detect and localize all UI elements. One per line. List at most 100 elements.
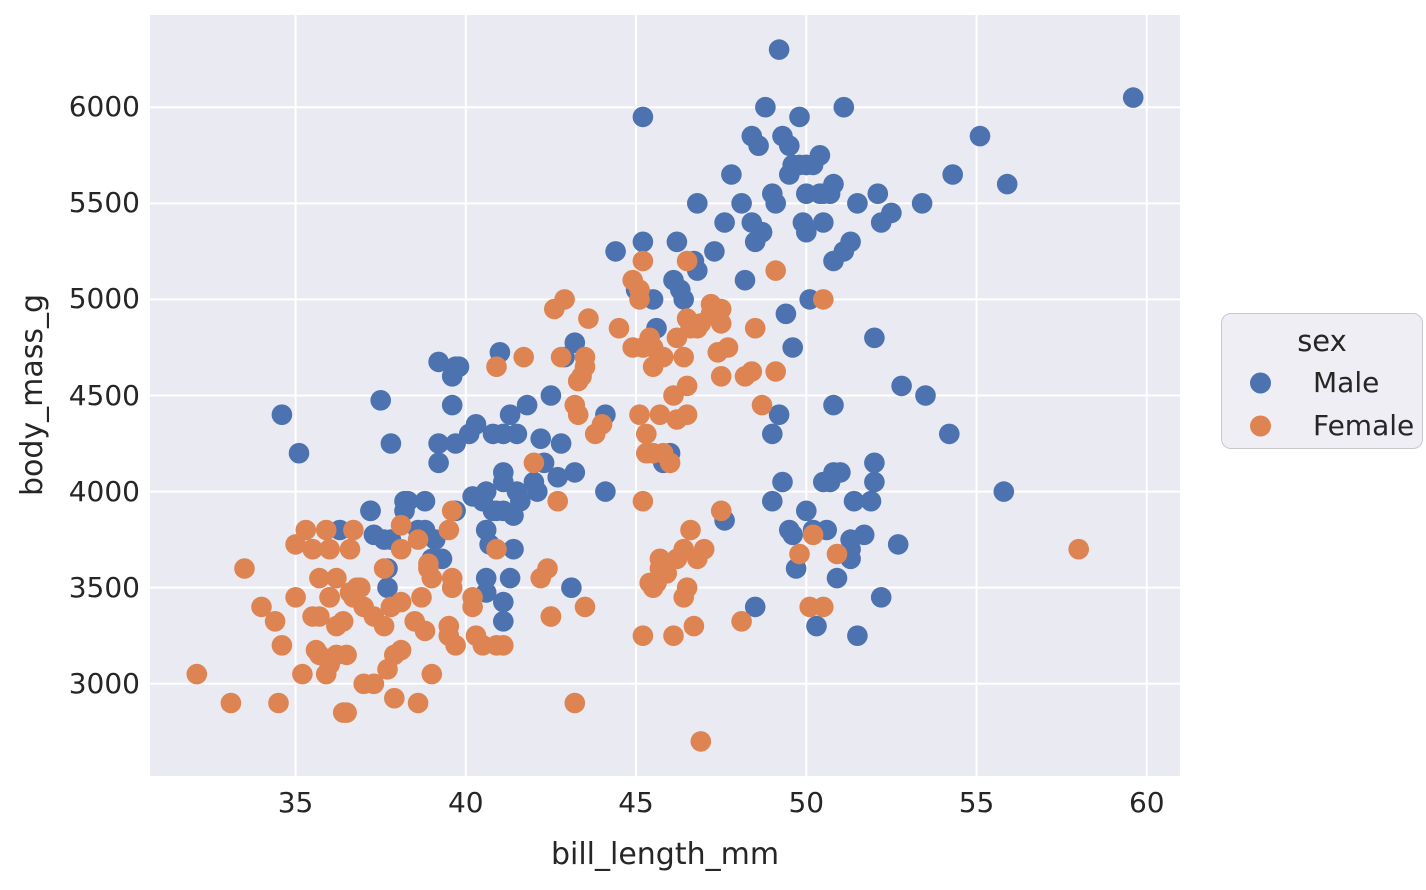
scatter-point-male bbox=[441, 394, 463, 416]
scatter-point-male bbox=[755, 96, 776, 118]
scatter-point-male bbox=[813, 212, 834, 233]
scatter-point-male bbox=[288, 442, 310, 464]
scatter-point-female bbox=[802, 524, 824, 546]
scatter-point-female bbox=[700, 303, 722, 325]
scatter-point-female bbox=[390, 591, 412, 613]
x-tick-label-60: 60 bbox=[1128, 786, 1165, 819]
scatter-point-female bbox=[326, 567, 347, 589]
scatter-point-male bbox=[714, 212, 735, 233]
scatter-point-male bbox=[493, 462, 514, 483]
scatter-point-female bbox=[744, 317, 766, 339]
legend-label-male: Male bbox=[1313, 365, 1380, 399]
scatter-point-male bbox=[942, 164, 963, 185]
scatter-point-female bbox=[377, 659, 398, 680]
scatter-point-female bbox=[523, 452, 545, 474]
scatter-point-female bbox=[649, 548, 671, 570]
scatter-point-female bbox=[445, 635, 466, 656]
scatter-point-male bbox=[864, 452, 885, 474]
scatter-point-female bbox=[608, 317, 630, 339]
y-axis-label: body_mass_g bbox=[15, 293, 50, 497]
scatter-point-male bbox=[503, 538, 524, 560]
x-tick-label-40: 40 bbox=[447, 786, 484, 819]
scatter-point-female bbox=[710, 366, 732, 387]
scatter-point-male bbox=[663, 269, 684, 291]
scatter-point-female bbox=[680, 519, 701, 541]
scatter-point-male bbox=[748, 135, 769, 156]
scatter-point-female bbox=[326, 644, 347, 666]
scatter-point-female bbox=[537, 558, 558, 579]
scatter-point-male bbox=[547, 466, 568, 488]
scatter-point-female bbox=[315, 519, 337, 541]
y-tick-label-5000: 5000 bbox=[68, 282, 140, 316]
scatter-point-male bbox=[789, 106, 810, 128]
scatter-point-female bbox=[332, 702, 354, 723]
plot-area bbox=[150, 15, 1180, 776]
scatter-point-female bbox=[578, 308, 599, 329]
scatter-point-male bbox=[530, 428, 551, 450]
scatter-point-female bbox=[315, 663, 337, 685]
x-tick-label-45: 45 bbox=[618, 786, 654, 819]
scatter-point-female bbox=[407, 529, 429, 550]
scatter-point-female bbox=[799, 596, 820, 618]
scatter-point-female bbox=[540, 606, 562, 627]
scatter-point-female bbox=[731, 611, 752, 632]
scatter-point-male bbox=[891, 375, 912, 397]
scatter-point-male bbox=[414, 490, 436, 512]
scatter-point-female bbox=[486, 538, 507, 560]
y-tick-label-5500: 5500 bbox=[68, 186, 140, 220]
scatter-point-male bbox=[704, 241, 725, 262]
scatter-point-male bbox=[465, 414, 487, 435]
scatter-point-female bbox=[622, 337, 643, 358]
legend-label-female: Female bbox=[1313, 408, 1415, 442]
scatter-point-male bbox=[843, 490, 865, 512]
scatter-point-female bbox=[305, 639, 327, 661]
y-tick-label-4500: 4500 bbox=[68, 378, 140, 412]
scatter-point-female bbox=[441, 567, 463, 589]
scatter-point-female bbox=[666, 548, 688, 570]
scatter-point-female bbox=[411, 587, 432, 608]
scatter-point-female bbox=[373, 558, 395, 579]
scatter-point-male bbox=[864, 471, 885, 493]
scatter-point-male bbox=[911, 193, 933, 214]
scatter-point-male bbox=[428, 433, 449, 454]
scatter-point-female bbox=[438, 519, 460, 541]
scatter-point-female bbox=[343, 519, 364, 541]
scatter-point-male bbox=[595, 481, 616, 502]
y-tick-label-6000: 6000 bbox=[68, 90, 140, 124]
scatter-point-female bbox=[421, 663, 443, 685]
scatter-point-female bbox=[544, 298, 565, 320]
scatter-point-male bbox=[775, 303, 797, 325]
scatter-point-male bbox=[823, 394, 844, 416]
scatter-point-male bbox=[499, 404, 521, 426]
scatter-point-male bbox=[734, 269, 756, 291]
scatter-point-male bbox=[605, 241, 626, 262]
scatter-point-male bbox=[915, 385, 936, 406]
scatter-canvas bbox=[150, 15, 1180, 776]
x-axis-label: bill_length_mm bbox=[550, 837, 780, 872]
scatter-point-male bbox=[796, 500, 817, 522]
scatter-point-female bbox=[441, 500, 463, 522]
scatter-point-male bbox=[853, 524, 875, 546]
scatter-point-female bbox=[690, 731, 712, 752]
scatter-point-male bbox=[271, 404, 293, 426]
scatter-point-male bbox=[823, 462, 844, 483]
legend: sex Male Female bbox=[1221, 313, 1423, 449]
scatter-point-female bbox=[687, 548, 708, 570]
scatter-point-female bbox=[547, 490, 568, 512]
scatter-point-male bbox=[561, 577, 582, 598]
scatter-point-female bbox=[390, 538, 412, 560]
scatter-point-female bbox=[622, 269, 643, 291]
x-tick-label-35: 35 bbox=[277, 786, 314, 819]
legend-marker-male-icon bbox=[1250, 372, 1271, 393]
scatter-point-male bbox=[864, 327, 885, 349]
scatter-point-female bbox=[629, 404, 650, 426]
scatter-point-female bbox=[486, 635, 507, 656]
scatter-point-female bbox=[687, 317, 708, 339]
scatter-point-female bbox=[513, 346, 534, 368]
scatter-point-female bbox=[384, 687, 405, 709]
scatter-point-male bbox=[564, 462, 586, 483]
scatter-point-male bbox=[363, 524, 385, 546]
scatter-point-female bbox=[642, 337, 664, 358]
scatter-point-female bbox=[404, 611, 425, 632]
